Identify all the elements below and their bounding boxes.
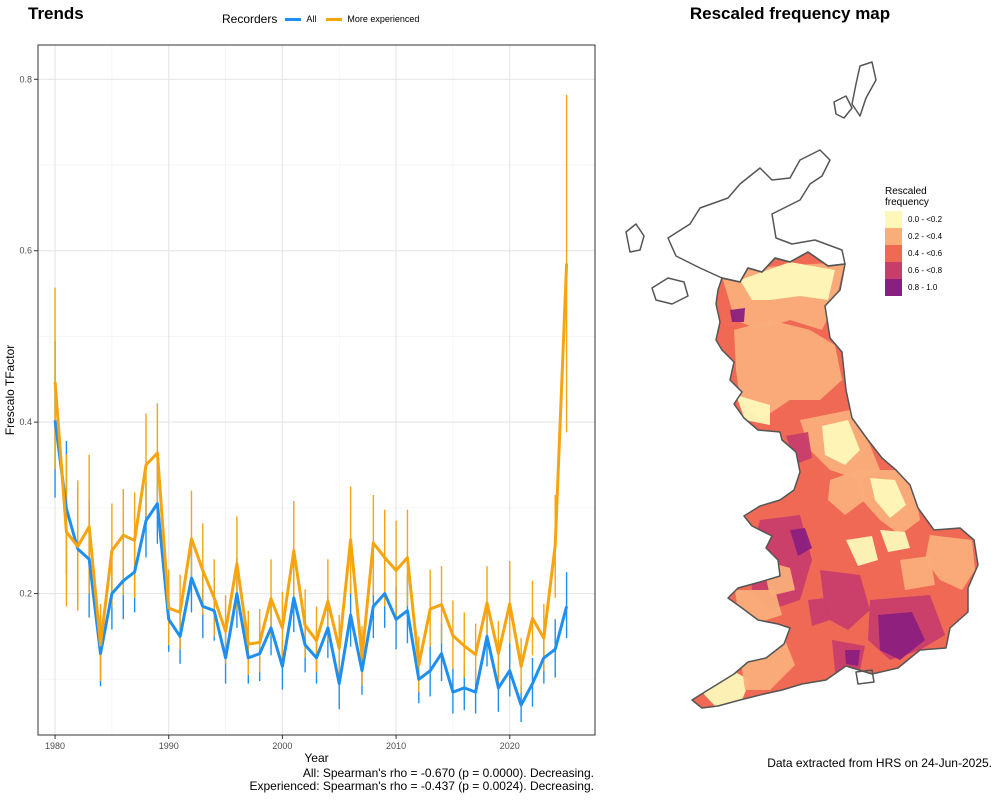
x-tick-label: 1980 — [45, 741, 65, 751]
isle-of-wight-outline — [855, 669, 875, 685]
x-tick-label: 2000 — [272, 741, 292, 751]
map-legend-swatch — [885, 279, 902, 296]
map-legend-label: 0.2 - <0.4 — [908, 232, 943, 241]
map-legend-label: 0.0 - <0.2 — [908, 215, 943, 224]
y-tick-label: 0.4 — [19, 417, 32, 427]
map-region-14 — [820, 570, 870, 630]
map-legend-label: 0.6 - <0.8 — [908, 266, 943, 275]
plot-frame — [37, 44, 596, 736]
map-region-25 — [808, 598, 830, 626]
map-legend-row: 0.0 - <0.2 — [885, 211, 955, 228]
legend-title: Recorders — [222, 12, 278, 26]
data-credit: Data extracted from HRS on 24-Jun-2025. — [767, 756, 992, 770]
trend-chart: 1980 1990 2000 2010 2020 0.2 0.4 0.6 0.8 Year Fres… — [3, 44, 596, 765]
gb-mainland-outline — [691, 251, 979, 709]
map-legend-swatch — [885, 262, 902, 279]
map-region-12 — [790, 528, 812, 556]
y-tick-label: 0.2 — [19, 589, 32, 599]
map-region-10 — [880, 530, 910, 552]
y-tick-label: 0.8 — [19, 74, 32, 84]
skye-outline — [651, 277, 689, 305]
map-region-22 — [828, 470, 865, 515]
map-region-1 — [740, 262, 835, 300]
map-legend-swatch — [885, 245, 902, 262]
x-axis-label: Year — [304, 751, 328, 765]
map-region-24 — [730, 308, 745, 322]
x-tick-label: 2010 — [386, 741, 406, 751]
x-tick-label: 1990 — [159, 741, 179, 751]
x-tick-label: 2020 — [500, 741, 520, 751]
map-region-26 — [900, 556, 935, 590]
map-legend-swatch — [885, 228, 902, 245]
series-line-all — [53, 420, 569, 707]
hebrides-outline — [625, 223, 645, 253]
map-legend-swatch — [885, 211, 902, 228]
shetland-outline — [851, 61, 877, 117]
y-axis-label: Frescalo TFactor — [3, 345, 17, 435]
map-legend-row: 0.4 - <0.6 — [885, 245, 955, 262]
map-legend: Rescaled frequency 0.0 - <0.2 0.2 - <0.4 0… — [885, 186, 955, 296]
frequency-map — [625, 61, 979, 709]
map-region-18 — [845, 650, 860, 666]
series-all — [54, 340, 568, 723]
series-line-more-experienced — [53, 263, 569, 668]
series-more-experienced — [54, 94, 568, 693]
map-legend-row: 0.8 - 1.0 — [885, 279, 955, 296]
map-region-6 — [786, 432, 812, 464]
statistics-text: All: Spearman's rho = -0.670 (p = 0.0000… — [250, 767, 595, 793]
map-legend-rows: 0.0 - <0.2 0.2 - <0.4 0.4 - <0.6 0.6 - <0.8… — [885, 211, 955, 296]
legend-key-more-experienced — [326, 17, 343, 21]
orkney-outline — [833, 95, 853, 119]
legend-label-more-experienced: More experienced — [347, 14, 420, 24]
map-region-23 — [846, 536, 878, 566]
map-region-20 — [700, 672, 750, 706]
map-legend-title-line2: frequency — [885, 197, 929, 208]
map-region-5 — [822, 420, 860, 465]
map-legend-row: 0.2 - <0.4 — [885, 228, 955, 245]
legend-label-all: All — [306, 14, 317, 24]
map-legend-title-line1: Rescaled — [885, 186, 927, 197]
map-region-2 — [734, 320, 842, 420]
highlands-outline — [667, 149, 846, 283]
map-region-16 — [878, 612, 925, 660]
map-legend-row: 0.6 - <0.8 — [885, 262, 955, 279]
map-region-19 — [735, 590, 782, 622]
map-region-9 — [925, 535, 975, 590]
legend-key-all — [285, 17, 302, 21]
map-title: Rescaled frequency map — [689, 4, 891, 23]
map-legend-label: 0.8 - 1.0 — [908, 283, 938, 292]
map-legend-label: 0.4 - <0.6 — [908, 249, 943, 258]
map-legend-title: Rescaled frequency — [885, 186, 955, 208]
map-region-8 — [870, 478, 906, 518]
chart-legend: Recorders All More experienced — [222, 12, 427, 26]
y-tick-label: 0.6 — [19, 246, 32, 256]
chart-title: Trends — [28, 4, 84, 23]
stats-all: All: Spearman's rho = -0.670 (p = 0.0000… — [302, 766, 594, 780]
stats-experienced: Experienced: Spearman's rho = -0.437 (p … — [249, 779, 595, 793]
